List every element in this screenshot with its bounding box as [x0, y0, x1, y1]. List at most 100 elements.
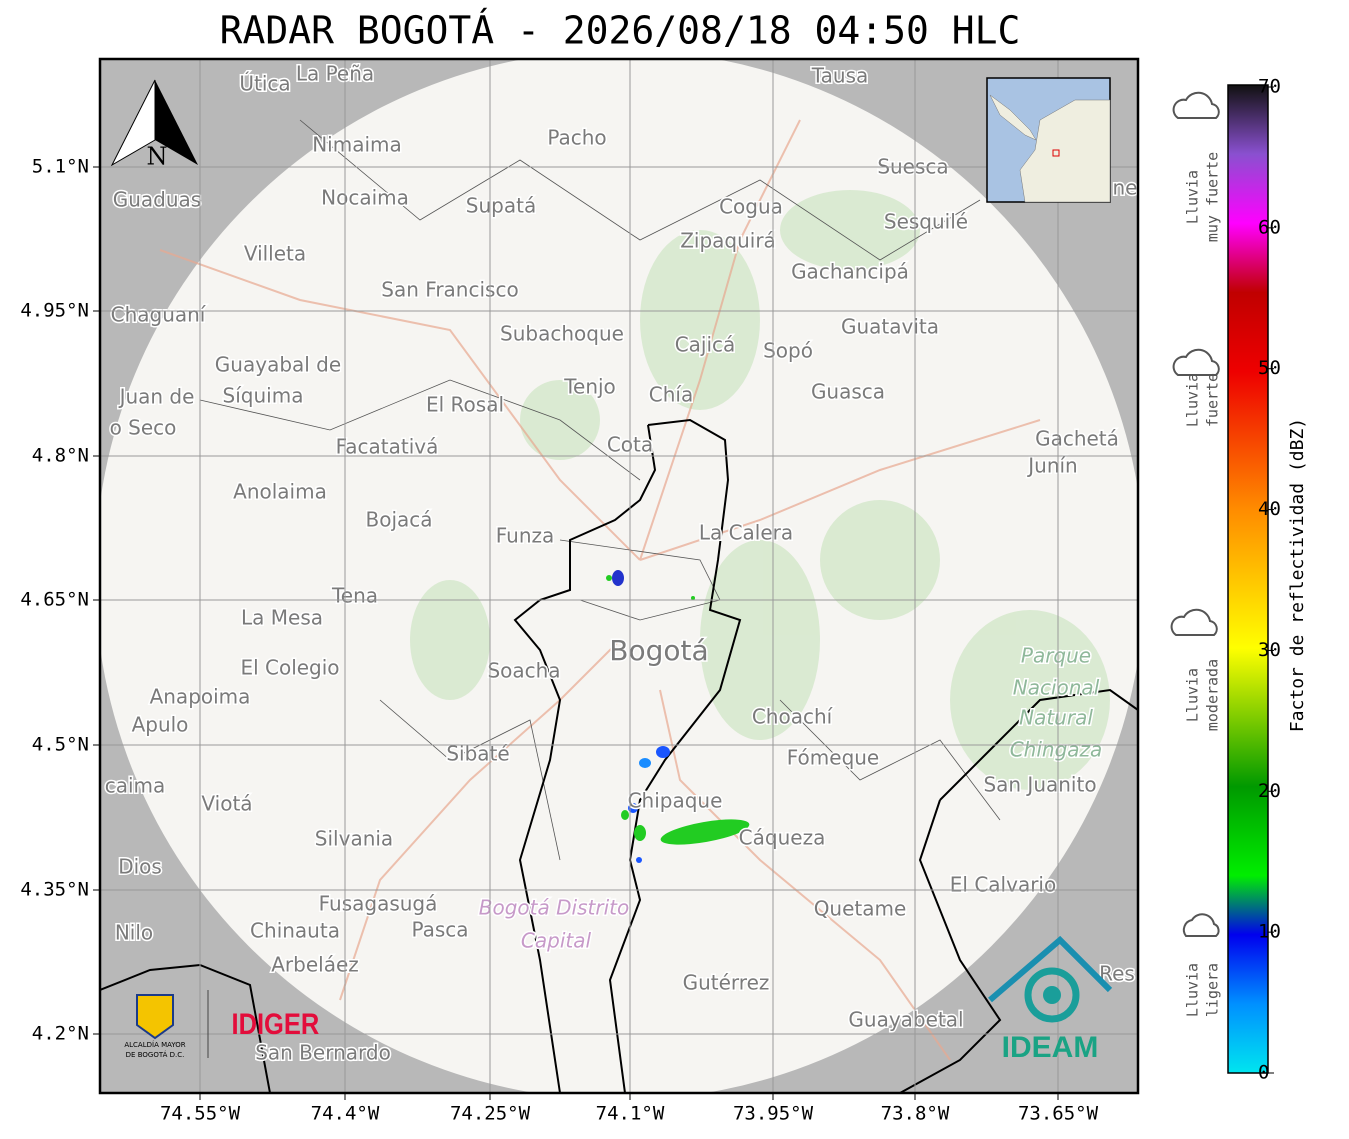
- place-label: Gachancipá: [791, 260, 909, 284]
- colorbar-tick-label: 0: [1258, 1062, 1269, 1084]
- place-label: Cáqueza: [739, 826, 826, 850]
- place-label: Natural: [1019, 706, 1093, 730]
- place-label: caima: [105, 774, 166, 798]
- bogota-boundary: [100, 418, 1138, 1093]
- inset-map: [986, 77, 1111, 203]
- place-label: San Bernardo: [255, 1041, 391, 1065]
- place-label: Pacho: [547, 126, 606, 150]
- lon-label: 73.95°W: [733, 1103, 814, 1125]
- colorbar-tick-label: 40: [1258, 498, 1281, 520]
- place-label: Viotá: [201, 792, 252, 816]
- colorbar: [1227, 84, 1269, 1074]
- lon-label: 74.55°W: [160, 1103, 241, 1125]
- place-label: Zipaquirá: [680, 229, 776, 253]
- rain-level-label: ligera: [1204, 963, 1222, 1017]
- place-label: Útica: [239, 72, 290, 96]
- place-label: Nocaima: [321, 186, 409, 210]
- place-label: Supatá: [466, 194, 536, 218]
- graticule: [100, 59, 1138, 1093]
- place-label: o Seco: [110, 416, 177, 440]
- colorbar-ticks: 0 10 20 30 40 50 60 70: [1258, 76, 1281, 1084]
- place-label: Tena: [331, 584, 378, 608]
- place-label: Juan de: [118, 385, 195, 409]
- place-label: Choachí: [752, 705, 834, 729]
- place-label: Fusagasugá: [319, 892, 438, 916]
- place-label: Sesquilé: [884, 210, 968, 234]
- place-label: Guatavita: [841, 315, 939, 339]
- rain-icons: [1170, 91, 1220, 937]
- place-label: Nimaima: [312, 133, 402, 157]
- place-label: Nacional: [1013, 676, 1100, 700]
- place-label: Sopó: [763, 339, 813, 363]
- rain-level-label: Lluvia: [1184, 170, 1202, 224]
- logo-idiger: IDIGER: [231, 1007, 319, 1040]
- lat-label: 4.8°N: [32, 445, 89, 467]
- colorbar-label: Factor de reflectividad (dBZ): [1287, 418, 1308, 732]
- place-label: Bogotá Distrito: [479, 896, 629, 920]
- logo-text: DE BOGOTÁ D.C.: [126, 1050, 185, 1059]
- place-label: La Peña: [296, 62, 374, 86]
- municipal-borders: [199, 119, 1001, 861]
- logo-ideam-text: IDEAM: [1002, 1031, 1099, 1064]
- axes: 74.55°W 74.4°W 74.25°W 74.1°W 73.95°W 73.8°W 7…: [20, 156, 1098, 1125]
- place-label: Tenjo: [563, 375, 616, 399]
- logo-ideam: IDEAM: [988, 935, 1113, 1064]
- lat-label: 4.95°N: [20, 300, 89, 322]
- place-label: Síquima: [223, 384, 304, 408]
- place-label: Quetame: [814, 897, 907, 921]
- place-label: La Mesa: [241, 606, 323, 630]
- place-label: Bojacá: [365, 508, 432, 532]
- lon-label: 74.4°W: [311, 1103, 380, 1125]
- place-label: Capital: [521, 929, 592, 953]
- place-label: Gutérrez: [683, 971, 770, 995]
- rain-level-label: moderada: [1204, 659, 1222, 731]
- place-label: Pasca: [411, 918, 468, 942]
- place-label: ne: [1113, 176, 1138, 200]
- place-label: Chipaque: [628, 789, 723, 813]
- place-label: Fómeque: [787, 746, 880, 770]
- place-label: Junín: [1026, 454, 1077, 478]
- place-label: San Francisco: [381, 278, 518, 302]
- lat-label: 4.2°N: [32, 1023, 89, 1045]
- map-frame: [98, 57, 1140, 1095]
- place-label: Subachoque: [500, 322, 624, 346]
- title: RADAR BOGOTÁ - 2026/08/18 04:50 HLC: [220, 9, 1021, 53]
- place-label: El Calvario: [950, 873, 1056, 897]
- places: Útica La Peña Tausa Pacho Nimaima Guaduas Noca…: [103, 60, 1138, 1066]
- lat-label: 4.35°N: [20, 879, 89, 901]
- place-label: Apulo: [132, 713, 189, 737]
- north-label: N: [147, 143, 168, 171]
- place-label: Arbeláez: [271, 953, 359, 977]
- lon-label: 74.1°W: [596, 1103, 665, 1125]
- colorbar-tick-label: 30: [1258, 639, 1281, 661]
- lat-label: 4.65°N: [20, 589, 89, 611]
- place-label: Anolaima: [233, 480, 327, 504]
- rain-level-label: fuerte: [1204, 373, 1222, 427]
- place-label: Chaguaní: [111, 303, 207, 327]
- lat-label: 5.1°N: [32, 156, 89, 178]
- logo-text: ALCALDÍA MAYOR: [124, 1040, 185, 1049]
- colorbar-tick-label: 10: [1258, 921, 1281, 943]
- rain-level-label: Lluvia: [1184, 668, 1202, 722]
- colorbar-tick-label: 70: [1258, 76, 1281, 98]
- place-label: La Calera: [699, 521, 793, 545]
- place-label: El Colegio: [240, 656, 339, 680]
- north-arrow: N: [110, 79, 198, 171]
- place-label: El Rosal: [426, 393, 504, 417]
- lat-label: 4.5°N: [32, 734, 89, 756]
- colorbar-tick-label: 60: [1258, 216, 1281, 238]
- map: Útica La Peña Tausa Pacho Nimaima Guaduas Noca…: [100, 59, 1138, 1093]
- place-label: Silvania: [315, 827, 393, 851]
- place-label: Soacha: [487, 659, 560, 683]
- place-label: Tausa: [811, 64, 869, 88]
- place-label: Guayabetal: [848, 1008, 963, 1032]
- colorbar-tick-label: 20: [1258, 780, 1281, 802]
- place-label: Chingaza: [1010, 738, 1103, 762]
- rain-level-label: muy fuerte: [1204, 152, 1222, 242]
- rain-level-label: Lluvia: [1184, 373, 1202, 427]
- place-label: Funza: [496, 524, 555, 548]
- place-label: Guayabal de: [215, 353, 341, 377]
- place-label: Guasca: [811, 380, 885, 404]
